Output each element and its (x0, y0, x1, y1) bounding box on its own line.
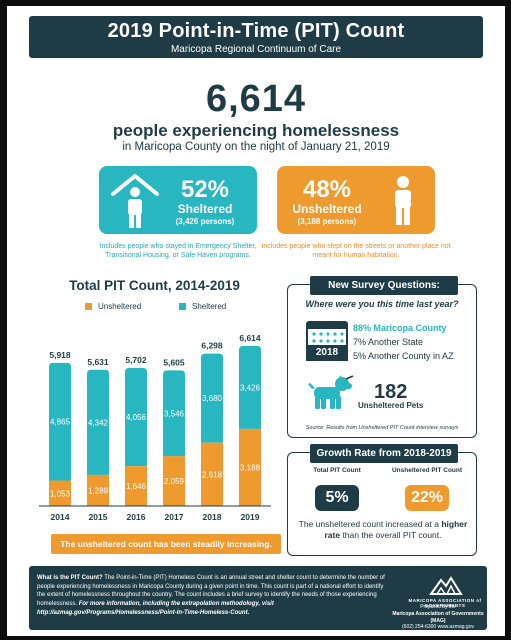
total-count: 6,614 (205, 78, 307, 120)
infographic-page: 2019 Point-in-Time (PIT) Count Maricopa … (7, 6, 505, 636)
footer-link[interactable]: For more information, including the extr… (37, 601, 274, 616)
sheltered-card: 52% Sheltered (3,426 persons) (99, 166, 257, 234)
label-unsheltered-2015: 1,289 (88, 486, 109, 495)
x-tick-2017: 2017 (165, 512, 184, 522)
page-subtitle: Maricopa Regional Continuum of Care (170, 44, 342, 55)
bar-sheltered-2016 (125, 368, 147, 467)
pets-count: 182 (374, 381, 408, 403)
growth-panel: Growth Rate from 2018-2019 Total PIT Cou… (287, 444, 477, 556)
label-sheltered-2015: 4,342 (88, 418, 109, 427)
survey-answer-another-state: 7% Another State (353, 337, 424, 347)
footer-lead: What is the PIT Count? (37, 575, 103, 581)
mag-logo-icon (429, 576, 463, 595)
person-icon (395, 176, 411, 225)
growth-text-bold: higher rate (324, 519, 468, 541)
total-count-label: people experiencing homelessness (112, 121, 400, 140)
legend-swatch-sheltered (179, 303, 186, 310)
x-tick-2015: 2015 (89, 512, 108, 522)
house-person-icon (111, 174, 159, 228)
sheltered-percent: 52% (180, 176, 230, 203)
growth-unsheltered-label: Unsheltered PIT Count (391, 467, 463, 474)
survey-panel: New Survey Questions: Where were you thi… (287, 276, 477, 438)
survey-source: Source: Results from Unsheltered PIT Cou… (305, 425, 459, 431)
label-sheltered-2014: 4,865 (50, 418, 71, 427)
bar-sheltered-2015 (87, 369, 109, 475)
label-sheltered-2017: 3,546 (164, 409, 185, 418)
label-unsheltered-2018: 2,618 (202, 470, 223, 479)
bar-unsheltered-2017 (163, 456, 185, 506)
unsheltered-persons: (3,188 persons) (297, 217, 357, 226)
bar-unsheltered-2018 (201, 442, 223, 506)
calendar-year-badge: 2018 (306, 345, 348, 361)
legend-swatch-unsheltered (85, 303, 92, 310)
footer: What is the PIT Count? The Point-in-Time… (29, 566, 487, 630)
survey-question: Where were you this time last year? (305, 299, 459, 309)
x-tick-2018: 2018 (203, 512, 222, 522)
bar-unsheltered-2016 (125, 466, 147, 506)
mag-logo-text: MARICOPA ASSOCIATION of GOVERNMENTS (408, 598, 482, 608)
label-sheltered-2018: 3,680 (202, 394, 223, 403)
growth-text-before: The unsheltered count increased at a (298, 519, 439, 529)
label-unsheltered-2016: 1,646 (126, 482, 147, 491)
legend-label-sheltered: Sheltered (192, 302, 227, 311)
sheltered-persons: (3,426 persons) (175, 217, 235, 226)
bar-sheltered-2017 (163, 370, 185, 457)
growth-explanation: The unsheltered count increased at a hig… (294, 519, 472, 541)
total-label-2015: 5,631 (87, 357, 109, 367)
page-title: 2019 Point-in-Time (PIT) Count (107, 20, 405, 42)
survey-answer-maricopa: 88% Maricopa County (353, 323, 447, 333)
total-label-2019: 6,614 (239, 333, 261, 343)
dog-icon (308, 375, 354, 409)
chart-caption: The unsheltered count has been steadily … (51, 534, 281, 554)
bar-unsheltered-2014 (49, 480, 71, 506)
total-count-context: in Maricopa County on the night of Janua… (122, 141, 390, 153)
stacked-bar-chart: 4,865 1,053 5,918 2014 4,342 1,289 5,631 2015 4,… (39, 333, 271, 522)
x-tick-2014: 2014 (51, 512, 70, 522)
survey-answer-another-county: 5% Another County in AZ (353, 351, 454, 361)
bar-sheltered-2019 (239, 346, 261, 429)
label-unsheltered-2017: 2,059 (164, 477, 185, 486)
title-banner: 2019 Point-in-Time (PIT) Count Maricopa … (29, 16, 483, 58)
x-tick-2016: 2016 (127, 512, 146, 522)
growth-title: Growth Rate from 2018-2019 (310, 444, 458, 463)
x-tick-2019: 2019 (241, 512, 260, 522)
unsheltered-percent: 48% (302, 176, 352, 203)
legend-label-unsheltered: Unsheltered (98, 302, 142, 311)
sheltered-definition: Includes people who stayed in Emergency … (99, 243, 257, 260)
label-sheltered-2016: 4,056 (126, 413, 147, 422)
footer-org: Maricopa Association of Governments (MAG… (392, 610, 484, 624)
footer-contact: (602) 254-6300 www.azmag.gov (402, 624, 474, 631)
survey-title: New Survey Questions: (310, 276, 458, 295)
unsheltered-card: 48% Unsheltered (3,188 persons) (277, 166, 435, 234)
unsheltered-label: Unsheltered (292, 202, 362, 216)
bar-sheltered-2014 (49, 362, 71, 481)
footer-credits: Prepared by the Maricopa Association of … (391, 604, 485, 631)
label-sheltered-2019: 3,426 (240, 383, 261, 392)
total-label-2017: 5,605 (163, 357, 185, 367)
footer-description: What is the PIT Count? The Point-in-Time… (37, 574, 387, 617)
growth-total-value: 5% (315, 485, 359, 511)
legend-sheltered: Sheltered (179, 302, 226, 311)
growth-unsheltered-value: 22% (405, 485, 449, 511)
legend-unsheltered: Unsheltered (85, 302, 141, 311)
growth-text-after: than the overall PIT count. (342, 530, 442, 541)
bar-unsheltered-2015 (87, 474, 109, 506)
unsheltered-definition: Includes people who slept on the streets… (261, 243, 451, 260)
chart-title: Total PIT Count, 2014-2019 (69, 278, 240, 293)
bar-sheltered-2018 (201, 353, 223, 443)
footer-prepared: Prepared by the (420, 604, 456, 610)
label-unsheltered-2019: 3,188 (240, 463, 261, 472)
sheltered-label: Sheltered (177, 202, 233, 216)
growth-total-label: Total PIT Count (313, 467, 361, 474)
pets-label: Unsheltered Pets (358, 401, 424, 410)
total-label-2016: 5,702 (125, 355, 147, 365)
total-label-2014: 5,918 (49, 350, 71, 360)
total-label-2018: 6,298 (201, 341, 223, 351)
footer-body: The Point-in-Time (PIT) Homeless Count i… (37, 575, 385, 608)
bar-unsheltered-2019 (239, 428, 261, 506)
label-unsheltered-2014: 1,053 (50, 489, 71, 498)
